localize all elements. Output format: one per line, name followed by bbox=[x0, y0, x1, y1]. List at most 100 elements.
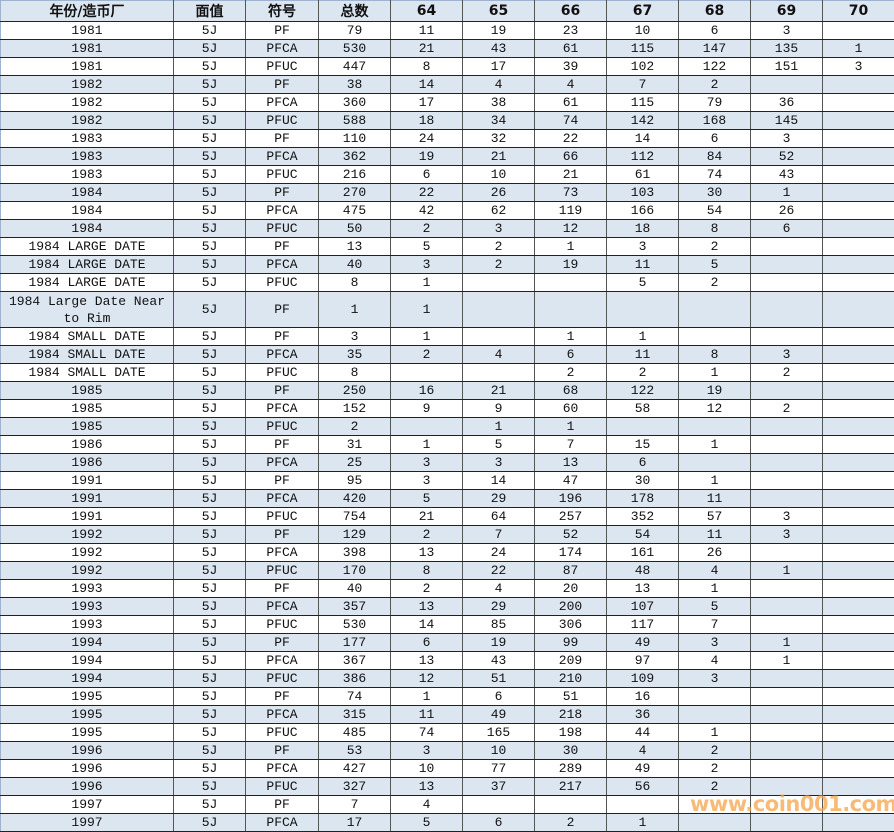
table-cell[interactable] bbox=[750, 435, 823, 454]
table-cell[interactable]: 1983 bbox=[0, 129, 174, 148]
table-cell[interactable]: 85 bbox=[462, 615, 535, 634]
table-cell[interactable]: 17 bbox=[462, 57, 535, 76]
table-cell[interactable]: 21 bbox=[390, 39, 463, 58]
table-cell[interactable]: 170 bbox=[318, 561, 391, 580]
table-cell[interactable] bbox=[750, 291, 823, 328]
table-cell[interactable]: 61 bbox=[534, 93, 607, 112]
table-cell[interactable] bbox=[750, 543, 823, 562]
table-cell[interactable] bbox=[822, 759, 894, 778]
table-cell[interactable]: 588 bbox=[318, 111, 391, 130]
table-cell[interactable]: 4 bbox=[678, 651, 751, 670]
table-cell[interactable]: 475 bbox=[318, 201, 391, 220]
table-cell[interactable] bbox=[678, 705, 751, 724]
table-cell[interactable]: 5J bbox=[173, 399, 246, 418]
table-cell[interactable]: 352 bbox=[606, 507, 679, 526]
table-cell[interactable]: 5J bbox=[173, 417, 246, 436]
table-cell[interactable]: 1995 bbox=[0, 687, 174, 706]
table-cell[interactable]: 1 bbox=[390, 273, 463, 292]
table-cell[interactable]: 54 bbox=[678, 201, 751, 220]
table-cell[interactable]: 19 bbox=[534, 255, 607, 274]
table-cell[interactable]: 11 bbox=[678, 489, 751, 508]
table-cell[interactable] bbox=[750, 669, 823, 688]
table-cell[interactable]: 35 bbox=[318, 345, 391, 364]
table-cell[interactable]: 5J bbox=[173, 471, 246, 490]
table-cell[interactable]: 1 bbox=[750, 183, 823, 202]
table-cell[interactable]: 64 bbox=[462, 507, 535, 526]
table-cell[interactable] bbox=[606, 795, 679, 814]
table-cell[interactable]: 2 bbox=[318, 417, 391, 436]
column-header[interactable]: 年份/造币厂 bbox=[0, 0, 174, 22]
table-cell[interactable]: 147 bbox=[678, 39, 751, 58]
table-cell[interactable]: 5 bbox=[606, 273, 679, 292]
table-cell[interactable]: 3 bbox=[750, 345, 823, 364]
table-cell[interactable]: PFCA bbox=[245, 201, 319, 220]
table-cell[interactable]: 5J bbox=[173, 705, 246, 724]
table-cell[interactable]: 12 bbox=[390, 669, 463, 688]
table-cell[interactable]: 1983 bbox=[0, 165, 174, 184]
table-cell[interactable] bbox=[822, 345, 894, 364]
column-header[interactable]: 符号 bbox=[245, 0, 319, 22]
table-cell[interactable]: 6 bbox=[462, 813, 535, 832]
table-cell[interactable]: 2 bbox=[678, 759, 751, 778]
table-cell[interactable]: 5J bbox=[173, 741, 246, 760]
table-cell[interactable]: 11 bbox=[390, 705, 463, 724]
table-cell[interactable]: 1 bbox=[750, 633, 823, 652]
table-cell[interactable]: 117 bbox=[606, 615, 679, 634]
table-cell[interactable]: 24 bbox=[462, 543, 535, 562]
table-cell[interactable]: 2 bbox=[390, 345, 463, 364]
table-cell[interactable]: 1 bbox=[678, 363, 751, 382]
column-header[interactable]: 69 bbox=[750, 0, 823, 22]
table-cell[interactable] bbox=[750, 453, 823, 472]
table-cell[interactable] bbox=[750, 255, 823, 274]
table-cell[interactable]: 6 bbox=[462, 687, 535, 706]
table-cell[interactable] bbox=[822, 219, 894, 238]
table-cell[interactable]: PFCA bbox=[245, 345, 319, 364]
table-cell[interactable]: 14 bbox=[390, 615, 463, 634]
table-cell[interactable] bbox=[822, 21, 894, 40]
table-cell[interactable]: 5J bbox=[173, 435, 246, 454]
table-cell[interactable]: 29 bbox=[462, 597, 535, 616]
table-cell[interactable]: 4 bbox=[534, 75, 607, 94]
table-cell[interactable] bbox=[822, 291, 894, 328]
table-cell[interactable]: 7 bbox=[606, 75, 679, 94]
table-cell[interactable] bbox=[822, 597, 894, 616]
table-cell[interactable] bbox=[750, 417, 823, 436]
table-cell[interactable]: 19 bbox=[390, 147, 463, 166]
table-cell[interactable] bbox=[822, 669, 894, 688]
table-cell[interactable]: 74 bbox=[390, 723, 463, 742]
table-cell[interactable] bbox=[822, 615, 894, 634]
table-cell[interactable]: 5J bbox=[173, 579, 246, 598]
table-cell[interactable]: 5J bbox=[173, 669, 246, 688]
table-cell[interactable]: 1 bbox=[390, 327, 463, 346]
table-cell[interactable]: 3 bbox=[678, 633, 751, 652]
table-cell[interactable]: 217 bbox=[534, 777, 607, 796]
table-cell[interactable] bbox=[606, 417, 679, 436]
table-cell[interactable]: 5J bbox=[173, 345, 246, 364]
table-cell[interactable] bbox=[462, 273, 535, 292]
table-cell[interactable]: 168 bbox=[678, 111, 751, 130]
table-cell[interactable]: 18 bbox=[606, 219, 679, 238]
table-cell[interactable]: 40 bbox=[318, 255, 391, 274]
table-cell[interactable]: 49 bbox=[606, 759, 679, 778]
table-cell[interactable] bbox=[750, 579, 823, 598]
table-cell[interactable]: 5J bbox=[173, 813, 246, 832]
table-cell[interactable] bbox=[822, 165, 894, 184]
table-cell[interactable]: 1991 bbox=[0, 489, 174, 508]
table-cell[interactable]: 1985 bbox=[0, 381, 174, 400]
table-cell[interactable]: 5J bbox=[173, 633, 246, 652]
table-cell[interactable]: 3 bbox=[678, 669, 751, 688]
table-cell[interactable]: 47 bbox=[534, 471, 607, 490]
table-cell[interactable]: 3 bbox=[606, 237, 679, 256]
table-cell[interactable]: 3 bbox=[390, 453, 463, 472]
table-cell[interactable]: 420 bbox=[318, 489, 391, 508]
table-cell[interactable] bbox=[822, 93, 894, 112]
table-cell[interactable]: 216 bbox=[318, 165, 391, 184]
table-cell[interactable]: 1992 bbox=[0, 543, 174, 562]
table-cell[interactable]: 177 bbox=[318, 633, 391, 652]
table-cell[interactable]: 22 bbox=[534, 129, 607, 148]
table-cell[interactable]: PF bbox=[245, 795, 319, 814]
column-header[interactable]: 64 bbox=[390, 0, 463, 22]
table-cell[interactable]: 1 bbox=[750, 651, 823, 670]
table-cell[interactable]: 174 bbox=[534, 543, 607, 562]
table-cell[interactable]: 19 bbox=[678, 381, 751, 400]
